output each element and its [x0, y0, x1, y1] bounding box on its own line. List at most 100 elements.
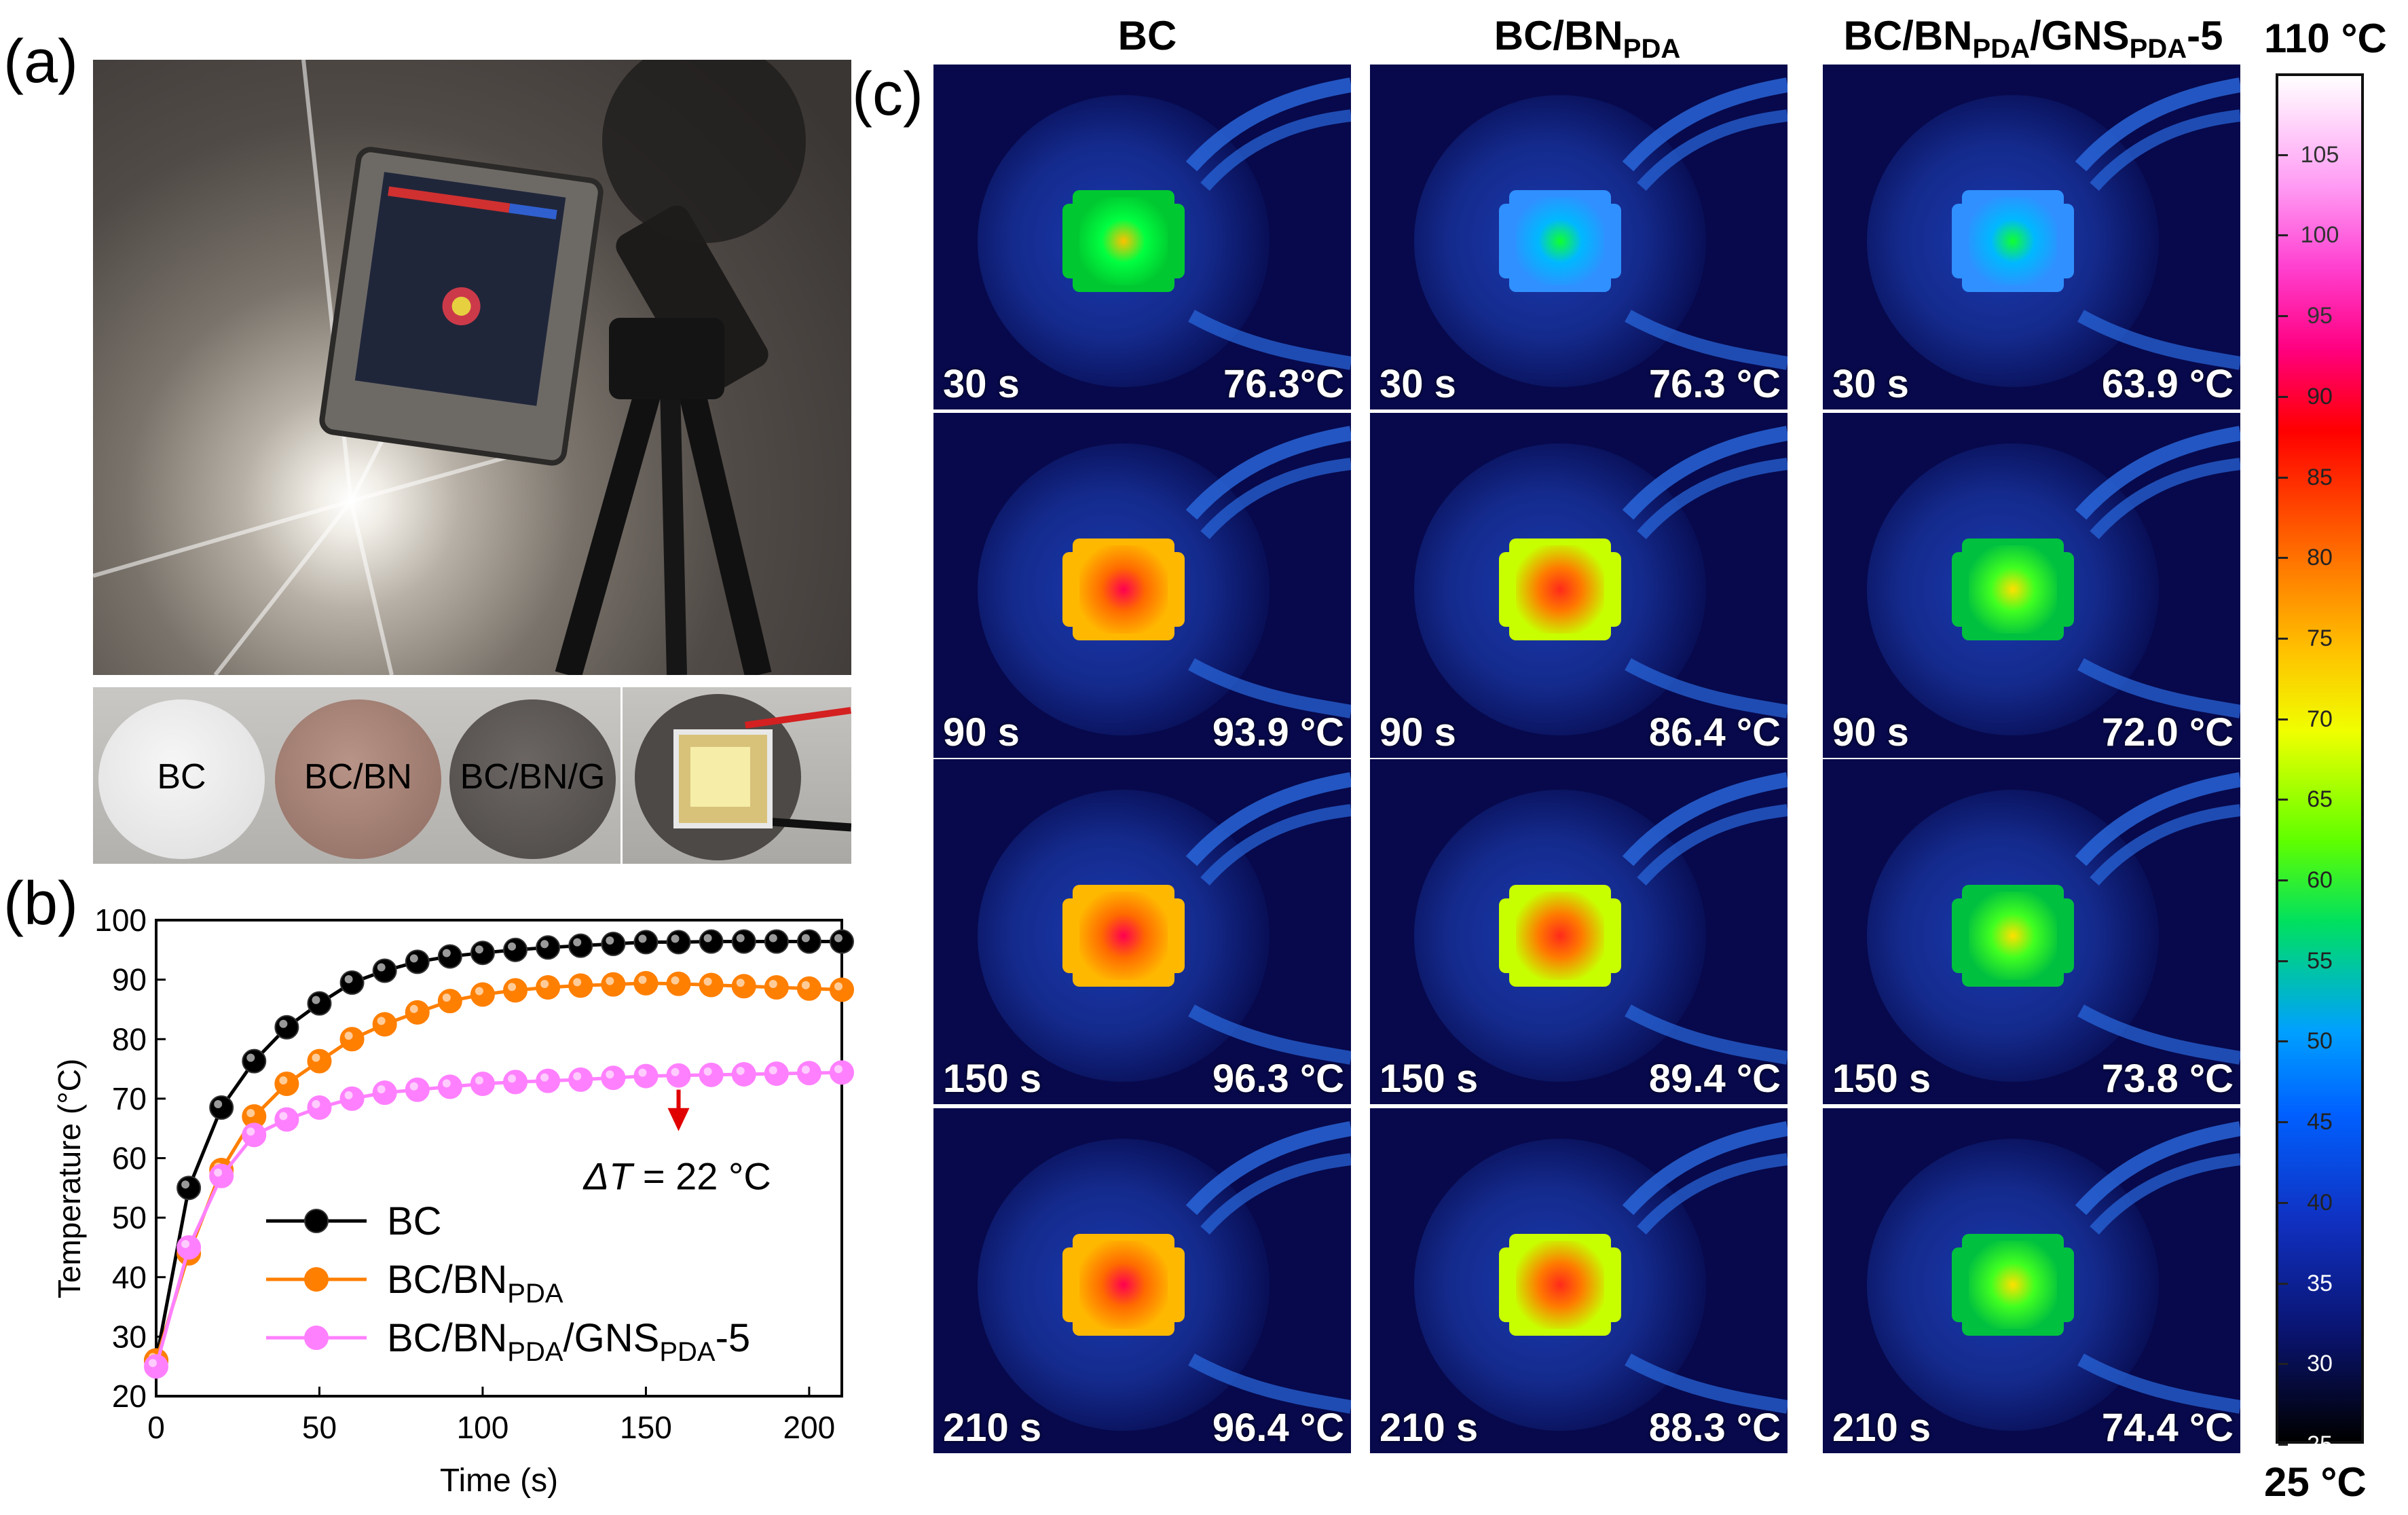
point-highlight	[768, 934, 777, 943]
thermal-temp-label: 86.4 °C	[1648, 710, 1781, 754]
led-photo	[623, 687, 851, 864]
series-0-point	[307, 991, 332, 1016]
point-highlight	[344, 1091, 353, 1099]
delta-t-symbol: ΔT	[582, 1155, 635, 1198]
legend-label-part: BC/BN	[387, 1258, 507, 1302]
series-2-point	[764, 1061, 789, 1087]
series-0-point	[699, 929, 724, 954]
column-header-bc-bn-pda: BC/BNPDA	[1494, 13, 1681, 64]
series-1-point	[666, 971, 691, 996]
colorbar-max-label: 110 °C	[2264, 16, 2387, 61]
point-highlight	[606, 936, 614, 945]
thermal-time-label: 30 s	[1832, 362, 1909, 406]
thermal-image: 90 s 86.4 °C	[1370, 413, 1788, 758]
legend-marker-0	[304, 1209, 329, 1233]
panel-c-label: (c)	[852, 60, 923, 128]
point-highlight	[312, 996, 320, 1004]
panel-b-label: (b)	[3, 870, 78, 938]
column-header-bc: BC	[1117, 13, 1177, 58]
point-highlight	[312, 1053, 320, 1062]
setup-photo-drawing	[93, 60, 806, 675]
thermal-image-drawing	[1370, 65, 1788, 409]
legend-label-1: BC/BNPDA	[387, 1258, 563, 1309]
series-2-point	[470, 1071, 495, 1096]
colorbar-min-label: 25 °C	[2264, 1459, 2367, 1505]
point-highlight	[475, 945, 483, 954]
series-1-point	[699, 972, 724, 998]
series-2-point	[633, 1063, 659, 1089]
y-axis-label: Temperature (°C)	[52, 1059, 87, 1298]
legend-label-part: PDA	[507, 1337, 563, 1367]
colorbar-tick-label: 45	[2307, 1109, 2333, 1135]
series-line-1	[154, 981, 842, 1362]
thermal-time-label: 90 s	[1832, 710, 1909, 754]
series-0-point	[503, 937, 528, 962]
series-2-point	[731, 1061, 756, 1087]
point-highlight	[638, 975, 647, 984]
point-highlight	[475, 987, 483, 996]
point-highlight	[409, 1004, 418, 1013]
thermal-temp-label: 76.3 °C	[1648, 362, 1781, 406]
point-highlight	[606, 1070, 614, 1079]
series-1-point	[372, 1012, 397, 1037]
colorbar-tick-label: 65	[2307, 786, 2333, 813]
point-highlight	[279, 1019, 288, 1028]
colorbar-tick-label: 90	[2307, 383, 2333, 409]
series-0-point	[405, 949, 430, 974]
point-highlight	[279, 1112, 288, 1120]
thermal-time-label: 90 s	[943, 710, 1020, 754]
series-0-point	[274, 1015, 299, 1040]
series-2-point	[242, 1122, 267, 1148]
point-highlight	[344, 975, 353, 984]
point-highlight	[279, 1076, 288, 1084]
thermal-image-drawing	[1823, 65, 2240, 409]
series-0-point	[568, 933, 593, 958]
colorbar-tick-label: 25	[2307, 1431, 2333, 1457]
series-0-point	[666, 930, 691, 955]
legend-label-part: /GNS	[563, 1316, 660, 1360]
thermal-temp-label: 76.3°C	[1223, 362, 1344, 406]
colorbar-tick-mark	[2278, 1282, 2288, 1285]
point-highlight	[409, 954, 418, 963]
point-highlight	[312, 1100, 320, 1109]
point-highlight	[508, 983, 517, 991]
point-highlight	[768, 1066, 777, 1075]
samples-photo: BC BC/BN BC/BN/G	[93, 687, 620, 864]
series-2-point	[209, 1163, 234, 1188]
thermal-image: 90 s 72.0 °C	[1823, 413, 2240, 758]
thermal-image-drawing	[933, 413, 1351, 758]
delta-t-label: ΔT = 22 °C	[582, 1155, 771, 1198]
point-highlight	[834, 1065, 842, 1074]
point-highlight	[540, 980, 549, 989]
point-highlight	[703, 934, 712, 943]
point-highlight	[573, 978, 582, 987]
point-highlight	[703, 977, 712, 986]
delta-t-arrowhead	[667, 1108, 690, 1131]
legend-marker-1	[304, 1267, 329, 1292]
colorbar-tick-mark	[2278, 1363, 2288, 1366]
point-highlight	[181, 1180, 190, 1189]
point-highlight	[508, 1074, 517, 1083]
series-2-point	[699, 1062, 724, 1087]
point-highlight	[442, 1079, 451, 1088]
legend-marker-2	[304, 1326, 329, 1350]
point-highlight	[540, 1073, 549, 1082]
series-0-point	[209, 1095, 234, 1120]
colorbar-tick-mark	[2278, 1040, 2288, 1043]
series-2-point	[796, 1061, 821, 1086]
thermal-image-drawing	[933, 1108, 1351, 1453]
x-tick-label: 50	[302, 1410, 337, 1445]
point-highlight	[573, 1072, 582, 1080]
temperature-chart: 0 50 100 150 200 20 30 40 50 60 70 80 90 100 Time (s) T…	[52, 902, 854, 1499]
colorbar-tick-mark	[2278, 1444, 2288, 1446]
series-2-point	[666, 1063, 691, 1088]
thermal-image: 150 s 96.3 °C	[933, 759, 1351, 1104]
thermal-image: 30 s 76.3°C	[933, 65, 1351, 409]
y-tick-label: 90	[112, 962, 147, 998]
thermal-temp-label: 63.9 °C	[2101, 362, 2234, 406]
colorbar-tick-label: 35	[2307, 1270, 2333, 1296]
point-highlight	[377, 963, 386, 972]
colorbar-tick-label: 40	[2307, 1189, 2333, 1216]
series-2-point	[177, 1235, 202, 1260]
series-2-point	[339, 1086, 365, 1111]
